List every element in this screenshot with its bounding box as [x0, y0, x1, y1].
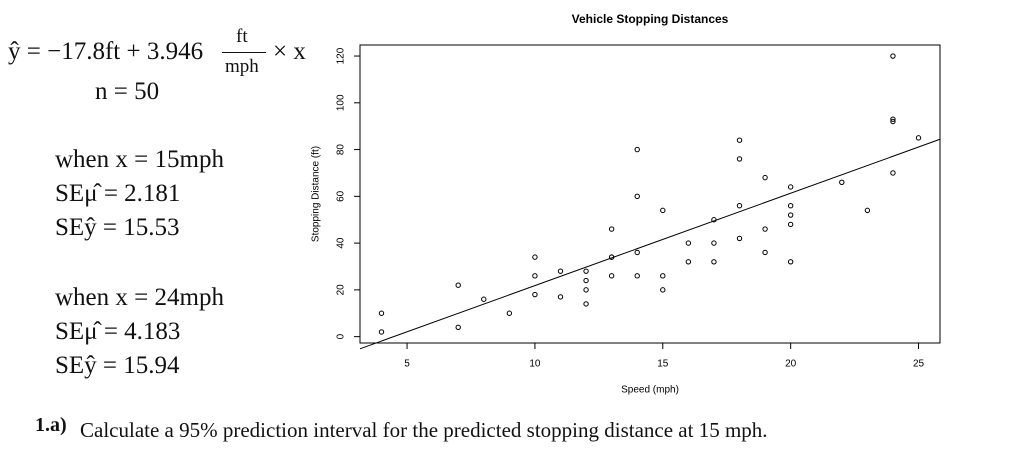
y-tick-label: 40	[336, 237, 347, 249]
fraction-bar	[222, 52, 266, 53]
point	[711, 217, 717, 223]
point	[736, 137, 743, 143]
y-tick-label: 60	[336, 190, 347, 202]
point	[711, 259, 717, 265]
unit-denominator: mph	[225, 56, 259, 77]
point	[787, 184, 794, 190]
point	[634, 249, 640, 256]
point	[839, 179, 845, 186]
point	[762, 174, 768, 181]
point	[736, 156, 743, 162]
point	[455, 324, 461, 330]
point	[660, 273, 666, 279]
point	[378, 329, 385, 335]
plot-frame	[359, 44, 941, 344]
point	[736, 235, 743, 242]
case-when: when x = 15mph	[55, 146, 224, 173]
point	[915, 135, 922, 141]
point	[378, 310, 385, 316]
point	[711, 240, 717, 246]
point	[660, 207, 666, 214]
point	[787, 221, 794, 228]
point	[685, 259, 692, 265]
point	[787, 202, 794, 209]
point	[532, 291, 538, 298]
se-mean: SEμ̂ = 2.181	[55, 180, 181, 207]
x-tick-label: 20	[785, 359, 797, 370]
trend-line	[359, 138, 941, 350]
y-tick-label: 120	[336, 47, 347, 64]
point	[608, 273, 615, 279]
x-tick-label: 5	[404, 359, 410, 370]
equation-tail: × x	[273, 38, 306, 65]
y-tick-label: 100	[336, 94, 347, 111]
point	[762, 226, 768, 232]
y-tick-label: 20	[336, 284, 347, 296]
point	[583, 277, 589, 284]
se-pred: SEŷ = 15.53	[55, 214, 180, 241]
point	[481, 296, 487, 302]
unit-numerator: ft	[236, 26, 248, 47]
x-tick-label: 25	[913, 359, 925, 370]
point	[890, 116, 896, 122]
point	[890, 53, 896, 59]
point	[557, 268, 564, 274]
sample-size: n = 50	[95, 78, 160, 105]
point	[762, 249, 768, 256]
question-text: Calculate a 95% prediction interval for …	[80, 418, 768, 442]
point	[890, 118, 896, 125]
point	[660, 287, 666, 293]
point	[634, 193, 640, 200]
se-pred: SEŷ = 15.94	[55, 352, 180, 379]
point	[608, 226, 615, 232]
x-axis-label: Speed (mph)	[621, 385, 679, 396]
se-mean: SEμ̂ = 4.183	[55, 318, 181, 345]
point	[583, 301, 589, 307]
point	[557, 294, 564, 300]
y-axis-label: Stopping Distance (ft)	[311, 146, 322, 242]
chart-title: Vehicle Stopping Distances	[572, 12, 729, 26]
question-label: 1.a)	[35, 414, 67, 436]
point	[736, 202, 743, 209]
point	[890, 170, 896, 176]
x-tick-label: 10	[529, 359, 541, 370]
point	[583, 268, 589, 274]
point	[634, 273, 640, 279]
point	[532, 254, 538, 260]
point	[608, 254, 615, 260]
point	[506, 310, 513, 316]
equation: ŷ = −17.8ft + 3.946	[8, 38, 204, 65]
point	[685, 240, 692, 246]
x-tick-label: 15	[657, 359, 669, 370]
point	[864, 207, 871, 214]
point	[787, 212, 794, 218]
point	[583, 287, 589, 293]
point	[532, 273, 538, 279]
y-tick-label: 0	[336, 333, 347, 339]
y-tick-label: 80	[336, 144, 347, 156]
point	[787, 259, 794, 265]
point	[634, 146, 640, 153]
point	[455, 282, 461, 288]
case-when: when x = 24mph	[55, 284, 224, 311]
chart: Vehicle Stopping Distances Speed (mph) S…	[311, 12, 941, 396]
